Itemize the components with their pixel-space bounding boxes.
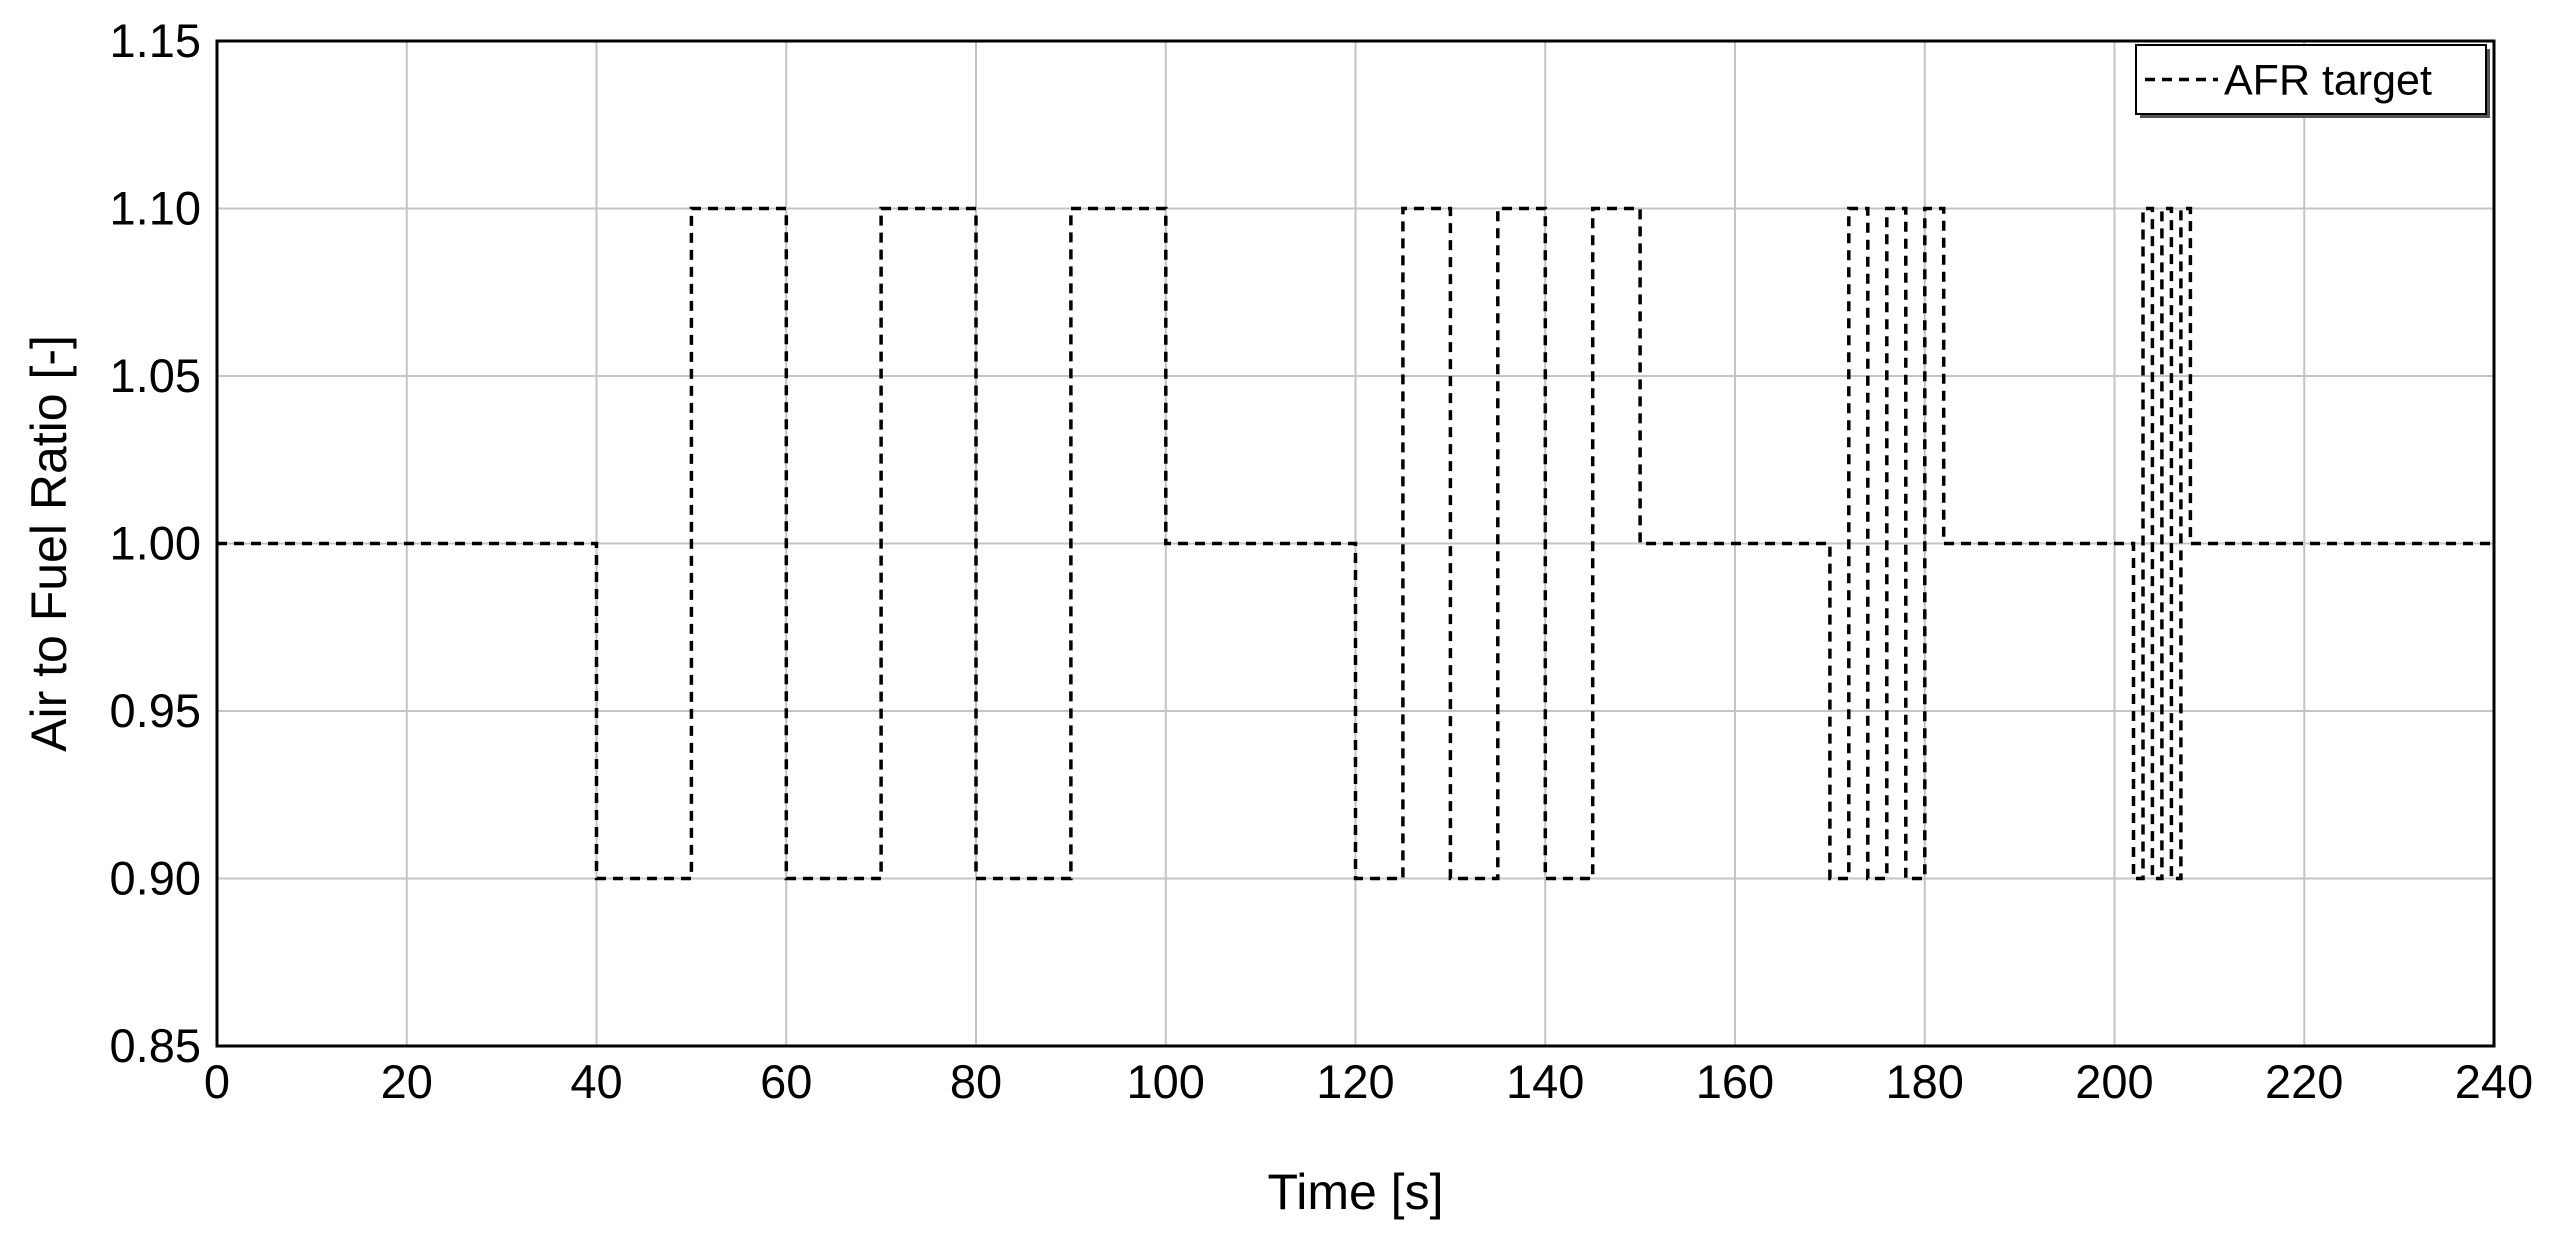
x-tick-label: 200 (2075, 1055, 2153, 1108)
legend-box (2135, 44, 2487, 115)
y-tick-label: 1.10 (110, 182, 201, 235)
y-axis-label: Air to Fuel Ratio [-] (21, 335, 77, 752)
x-tick-label: 60 (760, 1055, 812, 1108)
x-tick-label: 40 (570, 1055, 622, 1108)
x-tick-label: 180 (1886, 1055, 1964, 1108)
y-tick-label: 1.05 (110, 349, 201, 402)
y-tick-labels: 0.85 0.90 0.95 1.00 1.05 1.10 1.15 (110, 14, 201, 1072)
x-tick-label: 240 (2455, 1055, 2533, 1108)
x-tick-label: 140 (1506, 1055, 1584, 1108)
x-axis-label: Time [s] (1268, 1164, 1444, 1220)
x-tick-label: 0 (204, 1055, 230, 1108)
x-tick-label: 20 (381, 1055, 433, 1108)
x-tick-label: 100 (1127, 1055, 1205, 1108)
y-tick-label: 0.95 (110, 684, 201, 737)
x-tick-label: 220 (2265, 1055, 2343, 1108)
y-tick-label: 0.85 (110, 1019, 201, 1072)
plot-frame (215, 39, 2496, 1048)
y-tick-label: 0.90 (110, 852, 201, 905)
x-tick-label: 80 (950, 1055, 1002, 1108)
x-tick-labels: 0 20 40 60 80 100 120 140 160 180 200 220 240 (204, 1055, 2533, 1108)
y-tick-label: 1.15 (110, 14, 201, 67)
series-line (217, 206, 2494, 881)
x-tick-label: 120 (1316, 1055, 1394, 1108)
y-tick-label: 1.00 (110, 517, 201, 570)
legend-label: AFR target (2224, 57, 2432, 105)
legend: AFR target (2135, 44, 2490, 118)
x-tick-label: 160 (1696, 1055, 1774, 1108)
series-layer (217, 206, 2494, 881)
